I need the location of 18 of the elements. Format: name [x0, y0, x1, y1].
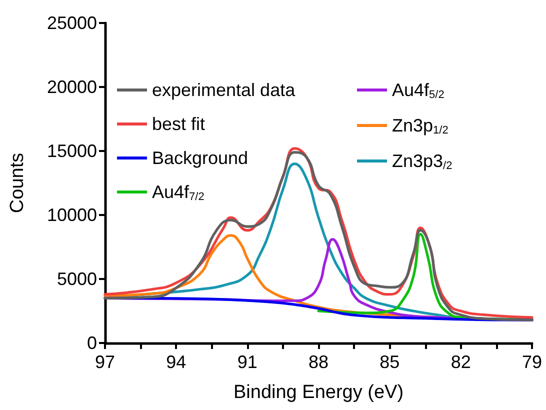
y-tick-label: 15000: [46, 141, 97, 161]
legend-label: best fit: [152, 114, 206, 134]
y-axis-title: Counts: [7, 152, 28, 214]
x-tick-label: 85: [380, 352, 400, 372]
x-tick-label: 97: [94, 352, 116, 372]
x-tick-label: 91: [237, 352, 258, 372]
y-tick-label: 20000: [46, 77, 97, 97]
x-tick-label: 79: [522, 352, 542, 372]
x-axis-title: Binding Energy (eV): [233, 382, 404, 403]
y-tick-label: 25000: [46, 13, 97, 33]
x-tick-label: 88: [308, 352, 329, 372]
x-tick-label: 82: [450, 352, 471, 372]
legend-label: Background: [152, 148, 248, 168]
legend-label: experimental data: [152, 80, 296, 100]
y-tick-label: 0: [86, 333, 97, 353]
y-tick-label: 10000: [46, 205, 97, 225]
x-tick-label: 94: [166, 352, 186, 372]
y-tick-label: 5000: [56, 269, 97, 289]
